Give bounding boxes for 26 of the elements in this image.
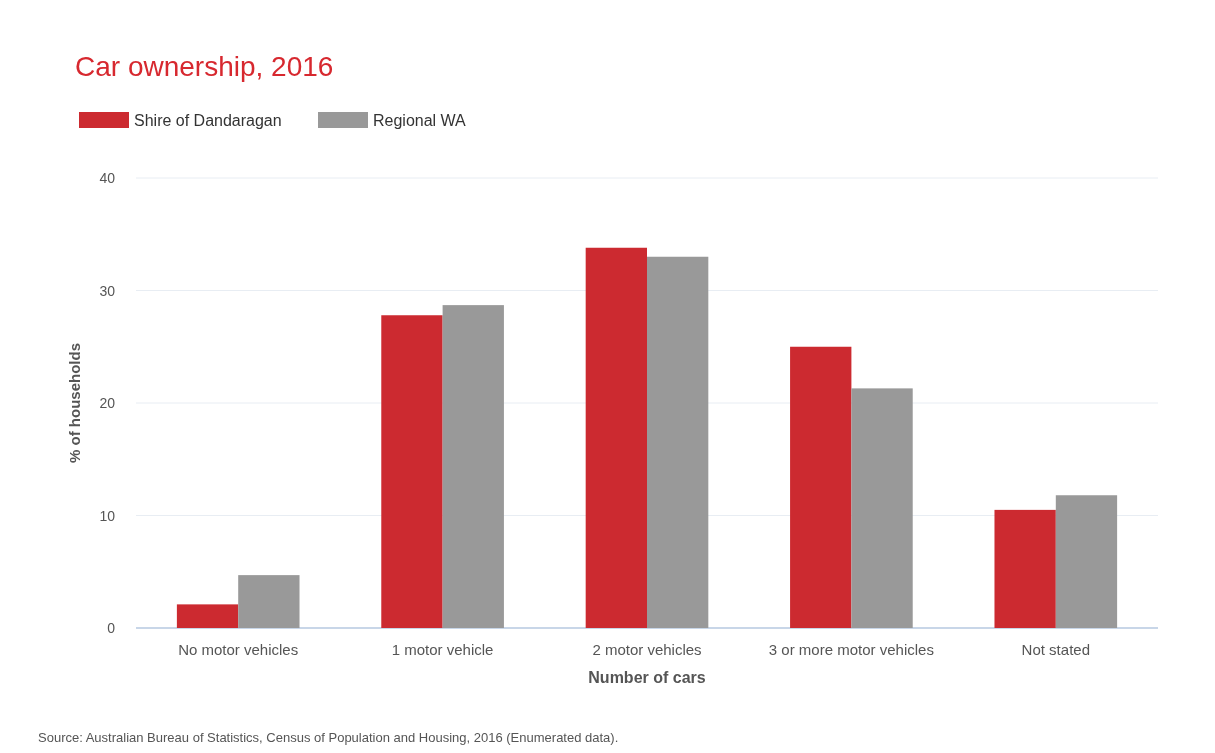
source-note: Source: Australian Bureau of Statistics, Census of Population and Housing, 2016 (Enumerated data).	[38, 730, 619, 745]
bar	[585, 247, 647, 628]
bar	[647, 256, 709, 628]
bar	[381, 315, 443, 628]
bar	[994, 509, 1056, 628]
bar	[442, 305, 504, 628]
x-axis-title: Number of cars	[588, 669, 706, 686]
legend-label: Regional WA	[373, 112, 467, 129]
bar	[851, 388, 913, 628]
y-tick-label: 0	[107, 620, 116, 636]
y-axis-title: % of households	[66, 343, 83, 463]
x-tick-label: 2 motor vehicles	[592, 641, 702, 658]
x-tick-label: No motor vehicles	[178, 641, 299, 658]
bar	[176, 604, 239, 628]
legend-label: Shire of Dandaragan	[134, 112, 282, 129]
bar	[238, 575, 300, 628]
x-tick-label: 1 motor vehicle	[391, 641, 494, 658]
x-tick-label: 3 or more motor vehicles	[768, 641, 934, 658]
y-tick-label: 10	[99, 507, 116, 524]
y-tick-label: 30	[99, 282, 116, 299]
x-tick-label: Not stated	[1021, 641, 1090, 658]
bar	[790, 346, 852, 628]
y-tick-label: 40	[99, 170, 116, 186]
chart-title: Car ownership, 2016	[75, 51, 334, 82]
y-tick-label: 20	[99, 395, 116, 411]
bar	[1055, 495, 1118, 628]
